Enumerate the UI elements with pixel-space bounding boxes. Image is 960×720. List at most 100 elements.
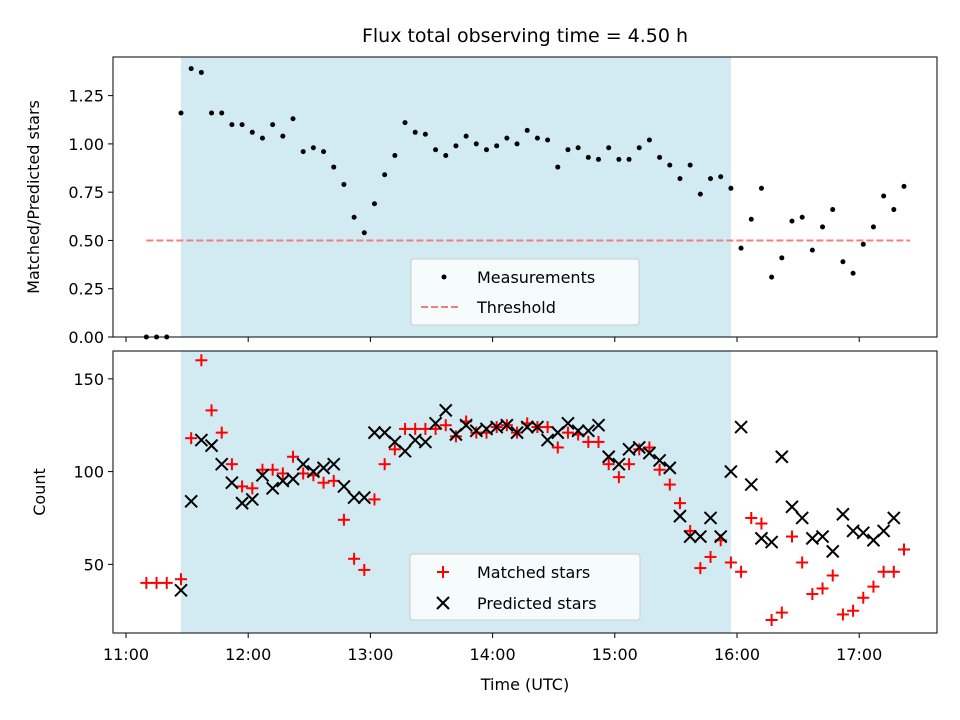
matched-star-point [582, 435, 595, 448]
predicted-star-point [652, 453, 667, 468]
measurement-point [789, 218, 795, 224]
measurement-point [646, 137, 652, 143]
measurement-point [881, 193, 887, 199]
predicted-star-point [398, 444, 412, 458]
matched-star-point [847, 604, 860, 617]
matched-star-point [160, 576, 173, 589]
matched-star-point [388, 443, 401, 456]
measurement-point [697, 191, 703, 197]
predicted-star-point [744, 477, 758, 492]
predicted-star-point [469, 424, 484, 438]
measurement-point [453, 143, 459, 149]
measurement-point [494, 143, 500, 149]
matched-star-point [225, 458, 238, 471]
bottom-axes-frame [112, 350, 938, 634]
predicted-star-point [194, 433, 209, 447]
measurement-point [769, 274, 775, 280]
measurement-point [555, 164, 561, 170]
predicted-star-point [225, 476, 239, 490]
matched-star-point [653, 463, 666, 476]
measurement-point [249, 129, 255, 135]
measurement-point [820, 224, 826, 230]
measurement-point [300, 149, 306, 155]
matched-star-point [857, 591, 870, 604]
predicted-star-point [459, 418, 473, 432]
measurement-point [830, 207, 836, 213]
top-y-ticks: 0.00 0.25 0.50 0.75 1.00 1.25 [68, 87, 113, 347]
measurement-point [799, 214, 805, 220]
matched-star-point [704, 550, 717, 563]
predicted-star-point [530, 420, 545, 434]
predicted-star-point [418, 435, 433, 449]
matched-star-point [236, 480, 249, 493]
measurement-point [321, 149, 327, 155]
matched-star-point [140, 576, 153, 589]
matched-star-point [745, 511, 758, 524]
legend-measurements-marker [441, 274, 447, 280]
y-tick-label: 0.50 [68, 231, 104, 250]
measurement-point [860, 241, 866, 247]
y-tick-label: 100 [73, 463, 104, 482]
predicted-star-point [316, 461, 331, 475]
measurement-point [626, 156, 632, 162]
top-panel: 0.00 0.25 0.50 0.75 1.00 1.25 Flux total obse… [24, 25, 938, 347]
measurement-point [606, 145, 612, 151]
x-tick-label: 11:00 [103, 645, 149, 664]
matched-star-point [806, 588, 819, 601]
matched-star-point [317, 476, 330, 489]
predicted-star-point [286, 472, 300, 486]
measurement-point [687, 162, 693, 168]
predicted-star-point [764, 535, 779, 549]
matched-star-point [449, 430, 462, 443]
predicted-star-point [540, 433, 555, 447]
bottom-y-axis-label: Count [30, 468, 49, 516]
measurement-point [402, 120, 408, 126]
measurement-point [758, 185, 764, 191]
predicted-star-point [571, 424, 585, 438]
measurement-point [901, 183, 907, 189]
measurement-point [850, 270, 856, 276]
legend-predicted-label: Predicted stars [477, 594, 597, 613]
predicted-star-point [428, 416, 443, 431]
matched-star-point [409, 422, 422, 435]
measurement-point [891, 207, 897, 213]
measurement-point [229, 122, 235, 128]
matched-star-point [673, 497, 686, 510]
predicted-star-point [500, 418, 514, 432]
predicted-star-point [876, 524, 891, 538]
measurement-point [412, 129, 418, 135]
measurement-point [870, 224, 876, 230]
predicted-star-point [520, 420, 534, 434]
x-tick-label: 13:00 [347, 645, 393, 664]
y-tick-label: 0.00 [68, 328, 104, 347]
y-tick-label: 1.25 [68, 87, 104, 106]
measurement-point [473, 141, 479, 147]
measurement-point [514, 141, 520, 147]
matched-star-point [256, 463, 269, 476]
predicted-star-point [632, 440, 646, 455]
predicted-star-point [184, 494, 198, 508]
measurement-point [738, 245, 744, 251]
predicted-star-point [347, 490, 361, 505]
measurement-point [341, 181, 347, 187]
predicted-star-point [826, 544, 840, 559]
predicted-star-point [795, 511, 809, 525]
matched-star-point [877, 565, 890, 578]
measurement-point [728, 185, 734, 191]
matched-star-point [765, 614, 778, 627]
matched-star-point [287, 450, 300, 463]
matched-star-point [755, 517, 768, 530]
measurement-point [382, 172, 388, 178]
measurement-point [483, 147, 489, 153]
bottom-y-ticks: 50 100 150 [73, 370, 113, 574]
top-x-ticks [125, 337, 860, 342]
predicted-star-point [296, 457, 310, 471]
matched-star-point [816, 582, 829, 595]
predicted-star-point [683, 529, 697, 544]
predicted-star-point [846, 524, 860, 538]
matched-star-point [796, 556, 809, 569]
legend-matched-marker [437, 566, 449, 578]
measurement-point [524, 127, 530, 133]
predicted-star-point [734, 420, 748, 434]
predicted-star-point [327, 457, 341, 471]
